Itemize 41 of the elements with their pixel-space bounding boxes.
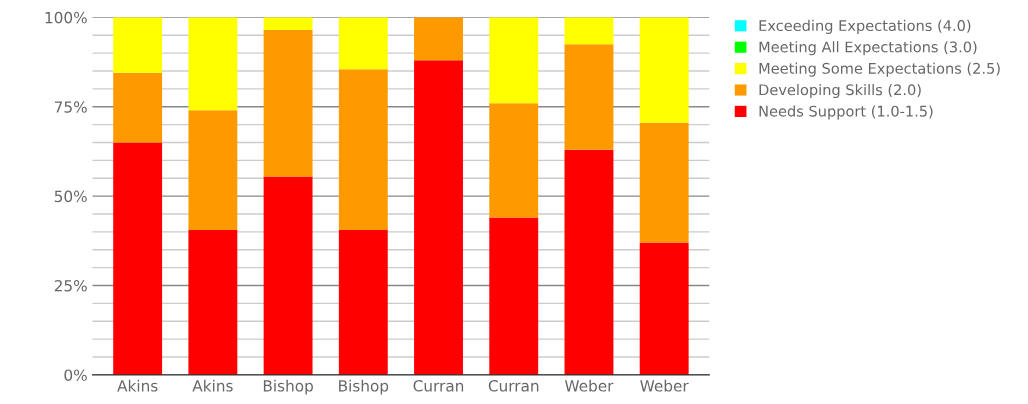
x-tick-label: Curran — [413, 380, 464, 392]
x-tick-label: Weber — [564, 379, 614, 392]
bar — [489, 217, 539, 375]
bar — [639, 17, 689, 123]
bar — [564, 44, 614, 150]
bar — [564, 17, 614, 45]
y-tick-label: 25% — [54, 279, 87, 292]
bar — [188, 230, 238, 375]
bar — [113, 72, 163, 143]
x-tick-label: Weber — [640, 379, 689, 392]
legend-label: Developing Skills (2.0) — [759, 83, 921, 99]
bar — [263, 29, 313, 177]
legend-label: Meeting All Expectations (3.0) — [759, 41, 977, 56]
bar — [188, 110, 238, 231]
bar — [489, 103, 539, 218]
bar — [263, 17, 313, 30]
bar — [639, 122, 689, 243]
bar — [639, 242, 689, 375]
bar — [338, 230, 388, 375]
bar — [414, 17, 463, 61]
x-tick-label: Curran — [488, 380, 539, 392]
bar — [113, 17, 163, 73]
bar — [489, 17, 539, 104]
legend-label: Meeting Some Expectations (2.5) — [759, 62, 1000, 77]
x-tick-label: Bishop — [339, 379, 389, 395]
legend-label: Exceeding Expectations (4.0) — [759, 19, 971, 34]
y-tick-label: 0% — [64, 369, 87, 381]
x-tick-label: Akins — [117, 379, 158, 392]
x-tick-label: Bishop — [263, 379, 313, 395]
y-tick-label: 50% — [54, 190, 87, 203]
bar — [564, 149, 614, 375]
bar — [414, 60, 463, 375]
y-tick-label: 75% — [54, 101, 87, 113]
legend-label: Needs Support (1.0-1.5) — [759, 105, 933, 120]
bar — [113, 142, 163, 375]
bar — [338, 69, 388, 231]
bar — [188, 17, 238, 111]
y-tick-label: 100% — [45, 11, 87, 24]
bar — [263, 176, 313, 375]
x-tick-label: Akins — [192, 379, 233, 392]
bar — [338, 17, 388, 70]
